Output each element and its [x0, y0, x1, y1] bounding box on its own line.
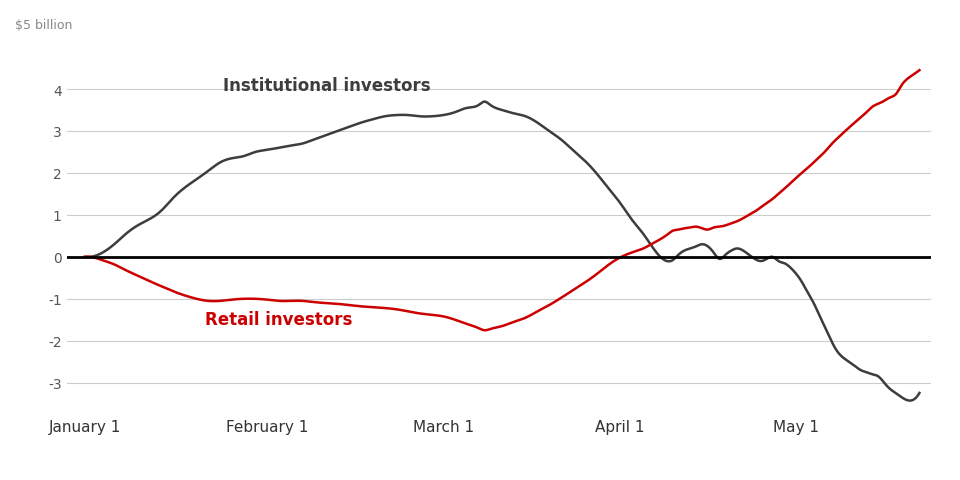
Text: $5 billion: $5 billion	[15, 19, 73, 32]
Text: Institutional investors: Institutional investors	[223, 77, 430, 95]
Text: Retail investors: Retail investors	[205, 311, 353, 329]
